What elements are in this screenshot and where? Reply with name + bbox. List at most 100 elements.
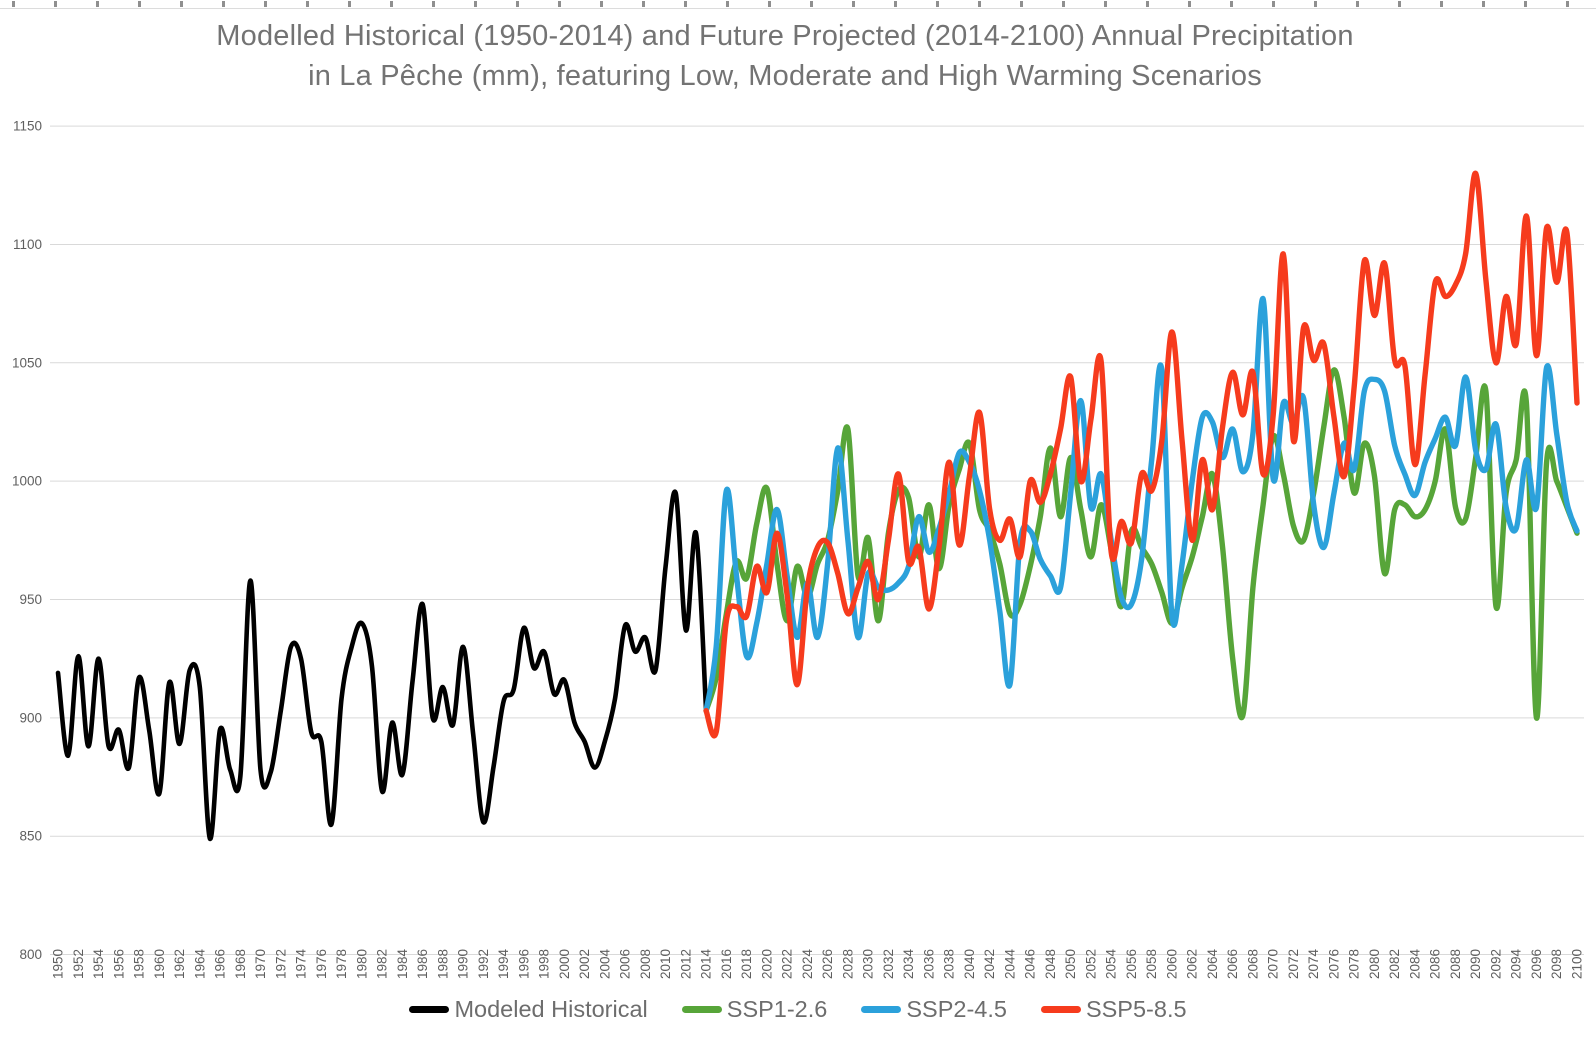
x-tick-label: 2024 (800, 949, 815, 980)
series-line-ssp5-8-5 (703, 170, 1580, 739)
chart-title-line2: in La Pêche (mm), featuring Low, Moderat… (308, 60, 1262, 92)
legend-swatch-ssp5-8-5-icon (1040, 1005, 1081, 1014)
x-tick-label: 1970 (253, 949, 268, 979)
x-tick-label: 2046 (1023, 949, 1038, 979)
series-line-ssp1-2-6 (703, 367, 1580, 721)
data-series-lines (55, 170, 1580, 841)
x-tick-label: 2086 (1428, 949, 1443, 979)
x-tick-label: 2082 (1387, 949, 1402, 979)
clipped-cell-mark (222, 1, 225, 7)
clipped-cell-mark (1272, 1, 1275, 7)
x-tick-label: 1974 (294, 949, 309, 980)
x-tick-label: 2074 (1306, 949, 1321, 980)
x-tick-label: 2070 (1266, 949, 1281, 979)
clipped-cell-mark (180, 1, 183, 7)
x-tick-label: 1988 (435, 949, 450, 979)
x-tick-label: 2076 (1326, 949, 1341, 979)
clipped-cell-mark (54, 1, 57, 7)
x-tick-label: 1996 (516, 949, 531, 979)
clipped-cell-mark (684, 1, 687, 7)
x-tick-label: 2014 (699, 949, 714, 980)
clipped-cell-mark (1062, 1, 1065, 7)
x-tick-label: 2100 (1570, 949, 1585, 979)
clipped-cell-mark (894, 1, 897, 7)
clipped-cell-mark (810, 1, 813, 7)
x-tick-label: 1982 (375, 949, 390, 979)
x-tick-label: 2084 (1407, 949, 1422, 980)
clipped-cell-mark (1188, 1, 1191, 7)
x-tick-label: 2000 (557, 949, 572, 979)
x-tick-label: 2036 (921, 949, 936, 979)
clipped-cell-mark (1482, 1, 1485, 7)
x-tick-label: 2012 (678, 949, 693, 979)
x-tick-label: 2004 (597, 949, 612, 980)
clipped-cell-mark (1314, 1, 1317, 7)
clipped-cell-mark (768, 1, 771, 7)
y-gridlines (50, 125, 1584, 956)
x-tick-label: 2068 (1245, 949, 1260, 979)
x-tick-label: 1962 (172, 949, 187, 979)
x-tick-label: 2032 (881, 949, 896, 979)
y-tick-label: 1000 (12, 474, 42, 489)
legend-label: SSP5-8.5 (1085, 996, 1187, 1022)
x-tick-label: 1952 (71, 949, 86, 979)
x-tick-label: 2048 (1043, 949, 1058, 979)
x-tick-label: 2066 (1225, 949, 1240, 979)
x-tick-label: 1994 (496, 949, 511, 980)
x-tick-label: 2064 (1205, 949, 1220, 980)
legend-swatch-ssp1-2-6-icon (681, 1005, 722, 1014)
x-tick-label: 2054 (1104, 949, 1119, 980)
x-tick-label: 2088 (1448, 949, 1463, 979)
x-tick-label: 1976 (314, 949, 329, 979)
x-tick-label: 1972 (273, 949, 288, 979)
x-tick-label: 2016 (719, 949, 734, 979)
x-tick-label: 2052 (1083, 949, 1098, 979)
y-axis-tick-labels: 800 850 900 950 1000 1050 1100 1150 (12, 119, 42, 962)
x-tick-label: 1986 (415, 949, 430, 979)
x-tick-label: 1956 (111, 949, 126, 979)
clipped-spreadsheet-edge (0, 0, 1596, 9)
series-line-modeled-historical (55, 489, 709, 841)
clipped-cell-mark (1230, 1, 1233, 7)
x-tick-label: 2022 (780, 949, 795, 979)
x-tick-label: 2006 (618, 949, 633, 979)
x-tick-label: 2034 (901, 949, 916, 980)
x-tick-label: 2030 (861, 949, 876, 979)
legend-item-modeled-historical: Modeled Historical (409, 996, 648, 1023)
clipped-cell-mark (138, 1, 141, 7)
clipped-cell-mark (978, 1, 981, 7)
clipped-cell-mark (642, 1, 645, 7)
clipped-cell-mark (726, 1, 729, 7)
clipped-cell-mark (12, 1, 15, 7)
x-tick-label: 1984 (395, 949, 410, 980)
clipped-cell-mark (1440, 1, 1443, 7)
y-tick-label: 850 (19, 829, 42, 844)
clipped-cell-mark (1566, 1, 1569, 7)
legend-swatch-modeled-historical-icon (409, 1005, 450, 1014)
x-tick-label: 2010 (658, 949, 673, 979)
clipped-cell-mark (96, 1, 99, 7)
clipped-cell-mark (432, 1, 435, 7)
x-tick-label: 2078 (1347, 949, 1362, 979)
x-tick-label: 2092 (1488, 949, 1503, 979)
y-tick-label: 950 (19, 592, 42, 607)
x-tick-label: 2040 (962, 949, 977, 979)
y-tick-label: 1100 (13, 237, 42, 252)
x-tick-label: 2062 (1185, 949, 1200, 979)
x-tick-label: 1980 (354, 949, 369, 979)
series-line-ssp2-4-5 (703, 296, 1580, 714)
x-tick-label: 2058 (1144, 949, 1159, 979)
clipped-cell-mark (600, 1, 603, 7)
x-tick-label: 2026 (820, 949, 835, 979)
clipped-cell-mark (1356, 1, 1359, 7)
x-tick-label: 1978 (334, 949, 349, 979)
clipped-cell-mark (348, 1, 351, 7)
x-tick-label: 1960 (152, 949, 167, 979)
x-tick-label: 1998 (537, 949, 552, 979)
y-tick-label: 800 (19, 947, 42, 962)
clipped-cell-mark (390, 1, 393, 7)
clipped-cell-mark (1020, 1, 1023, 7)
clipped-cell-mark (306, 1, 309, 7)
clipped-cell-mark (936, 1, 939, 7)
